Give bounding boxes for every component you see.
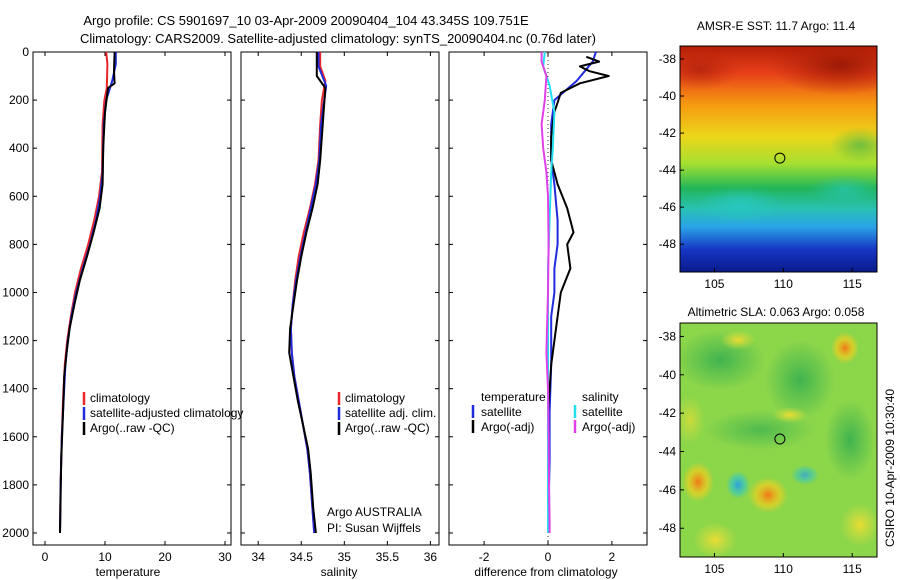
y-tick-label: 2000 [2, 526, 29, 540]
x-tick-label: 30 [218, 550, 232, 564]
y-tick-label: 600 [9, 189, 29, 203]
series-line-temperature-argo-adj [547, 55, 610, 533]
pi-annotation: PI: Susan Wijffels [327, 521, 421, 535]
x-tick-label: 110 [774, 562, 793, 576]
salinity-xlabel: salinity [321, 565, 358, 579]
series-line-climatology [59, 51, 109, 534]
y-tick-label: -46 [659, 483, 677, 497]
y-tick-label: -40 [659, 368, 677, 382]
legend-satellite-label: satellite-adjusted climatology [90, 406, 243, 420]
salinity-axes-frame [240, 51, 440, 546]
x-tick-label: 34.5 [290, 550, 314, 564]
series-line-temperature-satellite [547, 51, 597, 534]
legend-temp-satellite-label: satellite [481, 405, 522, 419]
y-tick-label: -48 [659, 521, 677, 535]
x-tick-label: 35.5 [376, 550, 400, 564]
x-tick-label: 0 [42, 550, 49, 564]
difference-xlabel: difference from climatology [474, 565, 617, 579]
sst-heatmap [680, 46, 877, 272]
series-line-salinity-argo-adj [540, 52, 551, 533]
difference-legend: temperature salinity satellite Argo(-adj… [471, 390, 635, 434]
x-tick-label: 105 [704, 277, 724, 291]
sla-map-frame [679, 322, 878, 558]
sla-heatmap [680, 323, 877, 557]
x-tick-label: -2 [479, 550, 490, 564]
y-tick-label: -38 [659, 52, 677, 66]
y-tick-label: 1800 [2, 478, 29, 492]
temperature-panel: 0 200 400 600 800 1000 1200 1400 1600 1800 2000 0 10… [2, 45, 243, 579]
sla-map-title: Altimetric SLA: 0.063 Argo: 0.058 [688, 305, 865, 319]
argo-location-marker [774, 433, 786, 445]
temperature-xlabel: temperature [96, 565, 161, 579]
temperature-legend: climatology satellite-adjusted climatolo… [82, 391, 243, 435]
sst-map-frame [679, 45, 878, 273]
figure-title-line1: Argo profile: CS 5901697_10 03-Apr-2009 … [83, 13, 529, 28]
sst-map-title: AMSR-E SST: 11.7 Argo: 11.4 [697, 19, 856, 33]
series-line-argo-raw-qc [59, 51, 116, 534]
x-tick-label: 0 [545, 550, 552, 564]
salinity-panel: 34 34.5 35 35.5 36 salinity climatology sate… [240, 51, 440, 579]
y-tick-label: -44 [659, 445, 677, 459]
y-tick-label: -48 [659, 237, 677, 251]
timestamp-side-label: CSIRO 10-Apr-2009 10:30:40 [883, 389, 897, 547]
y-tick-label: 400 [9, 141, 29, 155]
y-tick-label: 200 [9, 93, 29, 107]
difference-panel: -2 0 2 difference from climatology tempera… [448, 51, 648, 579]
series-line-satellite-adjusted-climatology [59, 52, 117, 534]
legend-argo-label: Argo(..raw -QC) [345, 421, 430, 435]
x-tick-label: 20 [158, 550, 172, 564]
x-tick-label: 115 [843, 562, 862, 576]
y-tick-label: -40 [659, 89, 677, 103]
y-tick-label: 0 [22, 45, 29, 59]
y-tick-label: 800 [9, 237, 29, 251]
y-tick-label: -44 [659, 163, 677, 177]
argo-location-marker [774, 152, 786, 164]
y-tick-label: 1600 [2, 430, 29, 444]
legend-sal-argo-label: Argo(-adj) [582, 420, 635, 434]
y-tick-label: -46 [659, 200, 677, 214]
legend-salinity-header: salinity [582, 390, 619, 404]
temperature-axes-frame [32, 51, 232, 546]
x-tick-label: 2 [609, 550, 616, 564]
salinity-legend: climatology satellite adj. clim. Argo(..… [337, 391, 436, 435]
legend-temperature-header: temperature [481, 390, 546, 404]
legend-sal-satellite-label: satellite [582, 405, 623, 419]
legend-climatology-label: climatology [90, 391, 150, 405]
legend-argo-label: Argo(..raw -QC) [90, 421, 175, 435]
y-tick-label: -42 [659, 126, 677, 140]
x-tick-label: 34 [252, 550, 266, 564]
x-tick-label: 110 [774, 277, 793, 291]
sst-map-panel: AMSR-E SST: 11.7 Argo: 11.4 105 110 115 -38… [659, 19, 878, 291]
x-tick-label: 35 [338, 550, 352, 564]
y-tick-label: -38 [659, 329, 677, 343]
legend-satellite-label: satellite adj. clim. [345, 406, 436, 420]
x-tick-label: 105 [704, 562, 724, 576]
x-tick-label: 36 [424, 550, 438, 564]
legend-climatology-label: climatology [345, 391, 405, 405]
y-tick-label: 1400 [2, 382, 29, 396]
x-tick-label: 115 [843, 277, 862, 291]
x-tick-label: 10 [98, 550, 112, 564]
legend-temp-argo-label: Argo(-adj) [481, 420, 534, 434]
figure-title-line2: Climatology: CARS2009. Satellite-adjuste… [80, 31, 596, 46]
series-line-argo-raw-qc [288, 52, 327, 534]
institution-annotation: Argo AUSTRALIA [327, 505, 422, 519]
y-tick-label: 1000 [2, 285, 29, 299]
y-tick-label: -42 [659, 406, 677, 420]
y-tick-label: 1200 [2, 334, 29, 348]
sla-map-panel: Altimetric SLA: 0.063 Argo: 0.058 105 110… [659, 305, 878, 576]
